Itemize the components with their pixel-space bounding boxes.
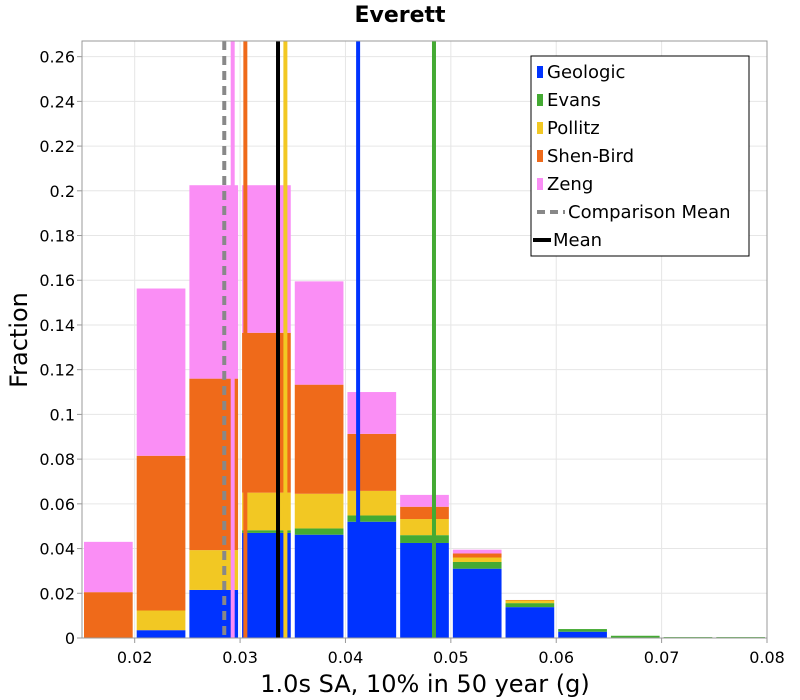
bar-geologic — [452, 568, 502, 638]
bar-zeng — [242, 185, 291, 333]
legend-label: Mean — [553, 230, 602, 251]
legend: Geologic Evans Pollitz Shen-Bird Zeng Compari… — [530, 55, 750, 257]
y-tick-label: 0.18 — [39, 227, 75, 246]
legend-label: Comparison Mean — [568, 202, 731, 223]
bar-zeng — [136, 288, 186, 456]
bar-evans — [347, 515, 397, 522]
bar-geologic — [189, 589, 239, 638]
bar-geologic — [400, 542, 449, 638]
x-tick-label: 0.06 — [538, 648, 574, 667]
legend-label: Zeng — [547, 174, 593, 195]
bar-evans — [400, 535, 449, 543]
bar-shen-bird — [242, 332, 291, 493]
bar-zeng — [400, 494, 449, 507]
bar-pollitz — [136, 610, 186, 631]
bar-geologic — [294, 534, 344, 638]
y-tick-label: 0.16 — [39, 271, 75, 290]
bar-shen-bird — [294, 384, 344, 494]
bar-shen-bird — [400, 506, 449, 520]
legend-label: Evans — [547, 90, 601, 111]
plot-frame — [81, 40, 768, 639]
x-tick-label: 0.07 — [644, 648, 680, 667]
x-tick-label: 0.03 — [222, 648, 258, 667]
legend-label: Pollitz — [547, 118, 600, 139]
y-axis-title: Fraction — [5, 292, 33, 388]
bar-shen-bird — [452, 553, 502, 558]
bar-geologic — [242, 532, 291, 638]
bar-pollitz — [400, 519, 449, 536]
y-tick-label: 0.04 — [39, 540, 75, 559]
bar-zeng — [452, 549, 502, 554]
y-tick-label: 0.26 — [39, 48, 75, 67]
y-tick-label: 0.12 — [39, 361, 75, 380]
bar-evans — [294, 528, 344, 535]
mean-lines — [222, 41, 436, 638]
bar-evans — [558, 629, 607, 632]
x-tick-label: 0.05 — [433, 648, 469, 667]
bar-pollitz — [505, 600, 555, 604]
bar-geologic — [136, 630, 186, 638]
bar-pollitz — [189, 550, 239, 590]
bar-zeng — [294, 281, 344, 385]
legend-swatch — [537, 150, 543, 162]
bar-geologic — [505, 607, 555, 638]
bar-geologic — [558, 631, 607, 638]
bar-pollitz — [294, 493, 344, 529]
bar-zeng — [347, 392, 397, 434]
y-tick-label: 0.02 — [39, 584, 75, 603]
legend-swatch — [537, 94, 543, 106]
legend-label: Geologic — [547, 62, 625, 83]
legend-swatch — [537, 122, 543, 134]
legend-swatch — [537, 178, 543, 190]
bar-evans — [505, 603, 555, 608]
legend-swatch — [537, 66, 543, 78]
legend-label: Shen-Bird — [547, 146, 634, 167]
y-tick-label: 0.14 — [39, 316, 75, 335]
x-tick-label: 0.08 — [749, 648, 785, 667]
bar-shen-bird — [505, 599, 555, 601]
chart-title: Everett — [354, 3, 446, 28]
bar-zeng — [189, 185, 239, 379]
bars — [84, 185, 765, 638]
bar-shen-bird — [189, 378, 239, 551]
bar-shen-bird — [84, 592, 133, 638]
bar-pollitz — [452, 557, 502, 562]
y-tick-label: 0.06 — [39, 495, 75, 514]
bar-zeng — [84, 541, 133, 593]
bar-evans — [452, 561, 502, 569]
bar-pollitz — [347, 490, 397, 516]
x-axis-title: 1.0s SA, 10% in 50 year (g) — [260, 670, 589, 698]
x-tick-label: 0.04 — [328, 648, 364, 667]
legend-box — [530, 55, 750, 257]
y-tick-label: 0 — [65, 629, 75, 648]
bar-geologic — [347, 521, 397, 638]
x-tick-label: 0.02 — [117, 648, 153, 667]
bar-shen-bird — [347, 433, 397, 491]
axis-ticks: 0.02 0.03 0.04 0.05 0.06 0.07 0.08 0 0.02 0.04 0.0… — [39, 48, 784, 667]
bar-shen-bird — [136, 455, 186, 611]
y-tick-label: 0.08 — [39, 450, 75, 469]
bar-evans — [242, 530, 291, 533]
y-tick-label: 0.24 — [39, 92, 75, 111]
y-tick-label: 0.1 — [50, 405, 75, 424]
bar-pollitz — [242, 492, 291, 531]
y-tick-label: 0.2 — [50, 182, 75, 201]
bar-evans — [610, 635, 660, 638]
y-tick-label: 0.22 — [39, 137, 75, 156]
